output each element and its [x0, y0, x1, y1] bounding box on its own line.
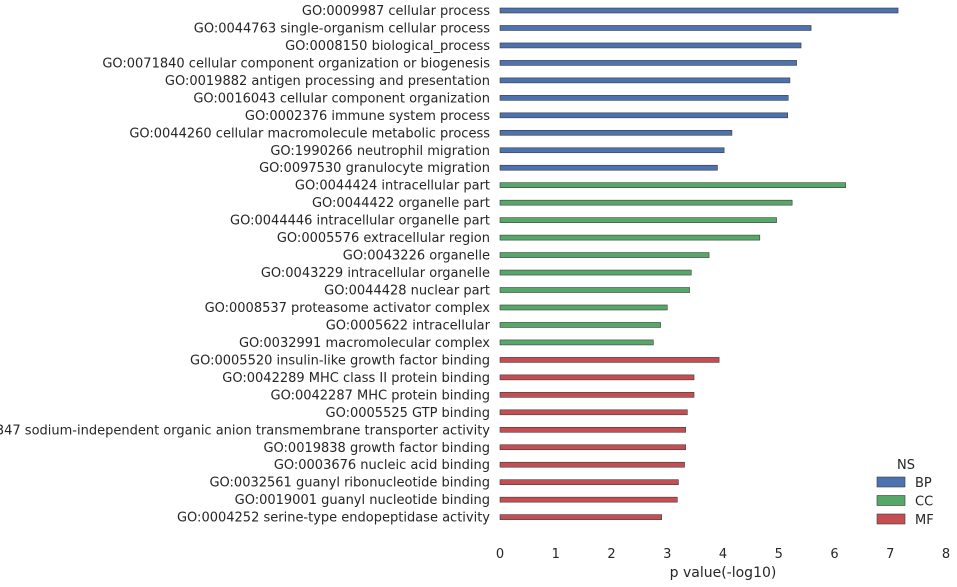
- category-label: GO:0097530 granulocyte migration: [259, 161, 490, 176]
- category-label: GO:0008537 proteasome activator complex: [205, 301, 491, 316]
- bar-cc: [499, 252, 710, 258]
- category-label: GO:0002376 immune system process: [245, 109, 490, 124]
- bar-cc: [499, 322, 661, 328]
- category-label: GO:0044428 nuclear part: [324, 284, 490, 299]
- category-label: GO:0071840 cellular component organizati…: [102, 56, 490, 71]
- bar-bp: [499, 112, 788, 119]
- bar-bp: [499, 60, 797, 66]
- category-label: GO:0009987 cellular process: [302, 4, 490, 19]
- x-tick-label: 4: [719, 547, 727, 562]
- category-label: GO:0042287 MHC protein binding: [271, 388, 491, 403]
- bar-cc: [499, 304, 668, 311]
- x-tick-label: 0: [496, 547, 504, 562]
- x-tick-label: 7: [886, 547, 894, 562]
- bar-cc: [499, 234, 761, 241]
- legend-label-cc: CC: [915, 495, 933, 510]
- bar-mf: [499, 374, 695, 381]
- legend-title: NS: [897, 458, 915, 473]
- bar-mf: [499, 496, 678, 503]
- category-label: GO:0005622 intracellular: [326, 318, 491, 333]
- category-label: GO:0044424 intracellular part: [295, 179, 490, 194]
- category-label: GO:0004252 serine-type endopeptidase act…: [177, 511, 490, 526]
- bar-mf: [499, 479, 679, 485]
- legend-label-mf: MF: [915, 513, 934, 528]
- x-axis-title: p value(-log10): [670, 565, 777, 581]
- bar-cc: [499, 217, 777, 223]
- category-label: GO:0043229 intracellular organelle: [261, 266, 490, 281]
- bar-mf: [499, 392, 695, 398]
- legend-label-bp: BP: [915, 476, 932, 491]
- bar-bp: [499, 129, 733, 136]
- bar-mf: [499, 409, 688, 416]
- bar-mf: [499, 461, 685, 468]
- x-tick-label: 3: [663, 547, 671, 562]
- x-tick-label: 5: [775, 547, 783, 562]
- x-tick-label: 6: [830, 547, 838, 562]
- category-label: GO:0043226 organelle: [343, 249, 490, 264]
- x-axis: 0 1 2 3 4 5 6 7 8: [496, 547, 950, 562]
- category-label: GO:0044422 organelle part: [312, 196, 490, 211]
- category-label: GO:1990266 neutrophil migration: [270, 144, 490, 159]
- bar-cc: [499, 199, 793, 206]
- bar-mf: [499, 426, 686, 433]
- bar-mf: [499, 444, 686, 451]
- category-label: GO:0032991 macromolecular complex: [239, 336, 490, 351]
- category-label: GO:0003676 nucleic acid binding: [274, 458, 490, 473]
- category-label: GO:0044763 single-organism cellular proc…: [194, 21, 490, 36]
- category-label: GO:0019001 guanyl nucleotide binding: [235, 493, 490, 508]
- bars-layer: [499, 7, 899, 520]
- bar-mf: [499, 357, 720, 363]
- x-tick-label: 2: [607, 547, 615, 562]
- x-tick-label: 1: [552, 547, 560, 562]
- bar-cc: [499, 269, 692, 276]
- bar-bp: [499, 164, 718, 171]
- category-label: GO:0005525 GTP binding: [326, 406, 490, 421]
- category-label: GO:0044446 intracellular organelle part: [230, 214, 490, 229]
- category-label: GO:0042289 MHC class II protein binding: [222, 371, 490, 386]
- legend-swatch-bp: [876, 476, 906, 488]
- bar-cc: [499, 287, 690, 293]
- category-label: GO:0016043 cellular component organizati…: [193, 91, 490, 106]
- bar-bp: [499, 25, 812, 31]
- category-label: GO:0005520 insulin-like growth factor bi…: [190, 353, 490, 368]
- bar-cc: [499, 339, 654, 346]
- category-label: GO:0005576 extracellular region: [277, 231, 490, 246]
- category-label: GO:0019838 growth factor binding: [263, 441, 490, 456]
- bar-bp: [499, 7, 899, 14]
- x-tick-label: 8: [942, 547, 950, 562]
- bar-bp: [499, 95, 789, 101]
- category-label: GO:0008150 biological_process: [285, 39, 490, 54]
- bar-bp: [499, 42, 802, 49]
- legend-swatch-mf: [876, 513, 906, 525]
- bar-cc: [499, 182, 846, 188]
- bar-mf: [499, 514, 662, 520]
- bar-bp: [499, 77, 791, 84]
- category-label: GO:0032561 guanyl ribonucleotide binding: [209, 476, 490, 491]
- legend-swatch-cc: [876, 495, 906, 506]
- category-label: GO:0015347 sodium-independent organic an…: [0, 423, 490, 438]
- category-label: GO:0044260 cellular macromolecule metabo…: [129, 126, 490, 141]
- category-label: GO:0019882 antigen processing and presen…: [165, 74, 490, 89]
- category-labels: GO:0009987 cellular process GO:0044763 si…: [0, 4, 491, 526]
- bar-bp: [499, 147, 725, 154]
